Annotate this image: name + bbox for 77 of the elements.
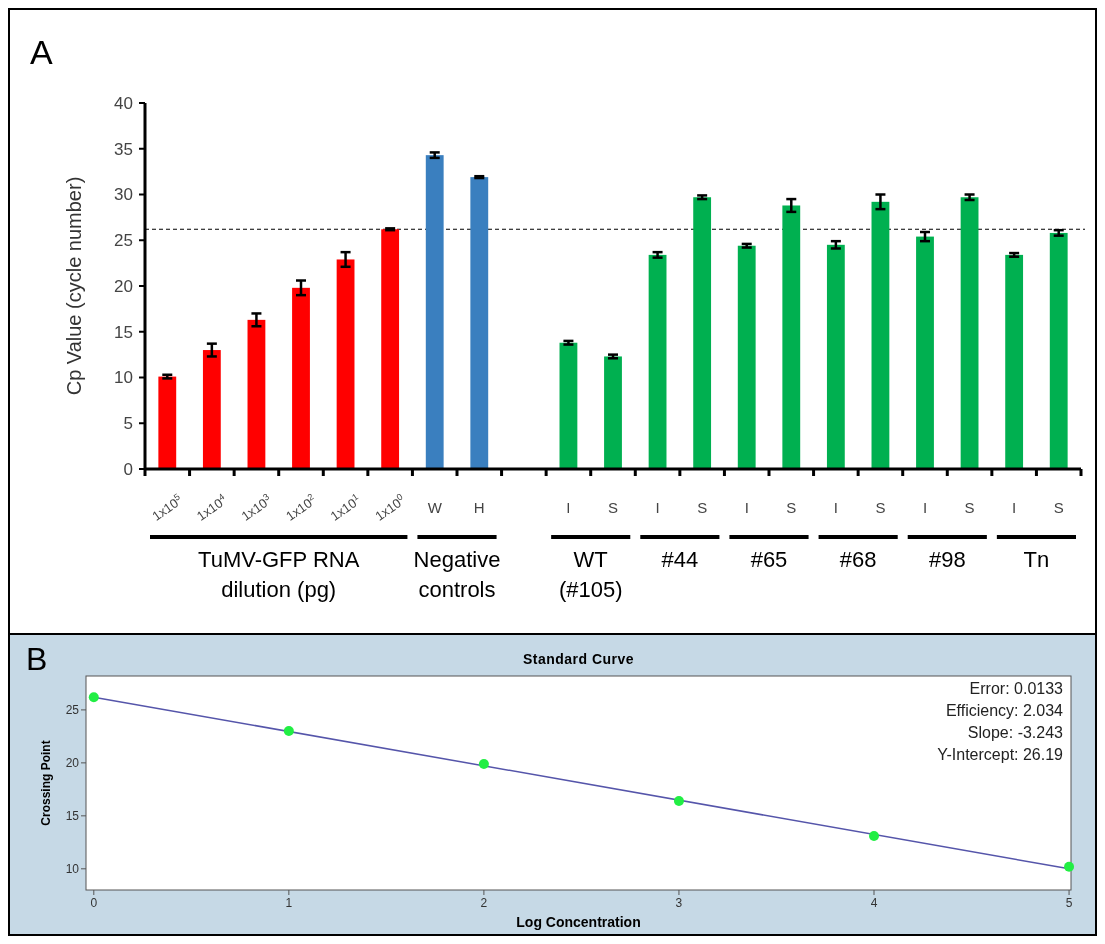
y-axis-title: Cp Value (cycle number) [63,176,85,396]
y-tick-label: 20 [65,756,80,771]
point [869,830,879,841]
x-tick-label: 4 [870,896,878,910]
point [478,758,489,769]
bar [381,229,400,469]
text: WT (#105) [558,547,623,602]
bar [425,155,444,469]
x-tick-label: S [1053,499,1064,516]
y-tick-label: 25 [114,231,133,251]
x-tick-label: 0 [90,896,98,910]
x-tick-label: S [786,499,797,516]
bar [336,259,355,469]
bar [1049,232,1068,469]
bar [960,197,979,469]
text: #98 [928,547,966,572]
bar [648,254,667,469]
bar [559,342,578,469]
y-tick-label: 25 [65,703,80,718]
annotation: Slope: -3.243 [967,724,1064,741]
text: Negative controls [413,547,501,602]
y-tick-label: 5 [123,414,133,434]
bar [693,197,712,469]
annotation: Y-Intercept: 26.19 [937,746,1064,763]
x-tick-label: I [566,499,571,516]
bar [470,177,489,469]
text: #44 [661,547,699,572]
point [673,796,684,807]
bar [826,244,845,469]
text: A [30,33,53,71]
bar [1005,254,1024,469]
bar [871,201,890,469]
y-tick-label: 10 [114,368,133,388]
y-tick-label: 15 [114,322,133,342]
x-tick-label: S [875,499,886,516]
x-tick-label: S [697,499,708,516]
x-tick-label: I [833,499,838,516]
text: #68 [839,547,877,572]
x-tick-label: I [655,499,660,516]
text: B [26,641,48,677]
x-axis-title: Log Concentration [516,914,641,930]
bar [292,287,310,469]
chart-title: Standard Curve [522,651,635,667]
bar [916,236,934,469]
y-tick-label: 0 [123,459,133,479]
y-axis-title: Crossing Point [39,740,53,826]
point [283,726,294,737]
x-tick-label: I [922,499,928,516]
text: TuMV-GFP RNA dilution (pg) [198,547,360,602]
y-tick-label: 30 [114,185,133,205]
text: #65 [750,547,788,572]
point [88,692,99,703]
x-tick-label: S [964,499,975,516]
annotation: Efficiency: 2.034 [945,702,1064,719]
bar [782,205,801,469]
bar [158,376,177,469]
y-tick-label: 10 [65,862,80,877]
y-tick-label: 40 [114,93,133,113]
x-tick-label: 3 [675,896,683,910]
x-tick-label: 5 [1065,896,1073,910]
bar [737,245,756,469]
x-tick-label: 2 [480,896,488,910]
x-tick-label: H [473,499,485,516]
y-tick-label: 20 [114,276,133,296]
x-tick-label: S [607,499,619,516]
x-tick-label: W [427,499,443,516]
point [1064,861,1075,872]
bar [202,350,221,469]
bar [604,356,622,469]
y-tick-label: 35 [114,139,133,159]
y-tick-label: 15 [65,809,80,824]
annotation: Error: 0.0133 [969,680,1064,697]
x-tick-label: I [1012,499,1017,516]
bar [247,319,266,469]
text: Tn [1023,547,1050,572]
x-tick-label: I [744,499,749,516]
x-tick-label: 1 [285,896,293,910]
